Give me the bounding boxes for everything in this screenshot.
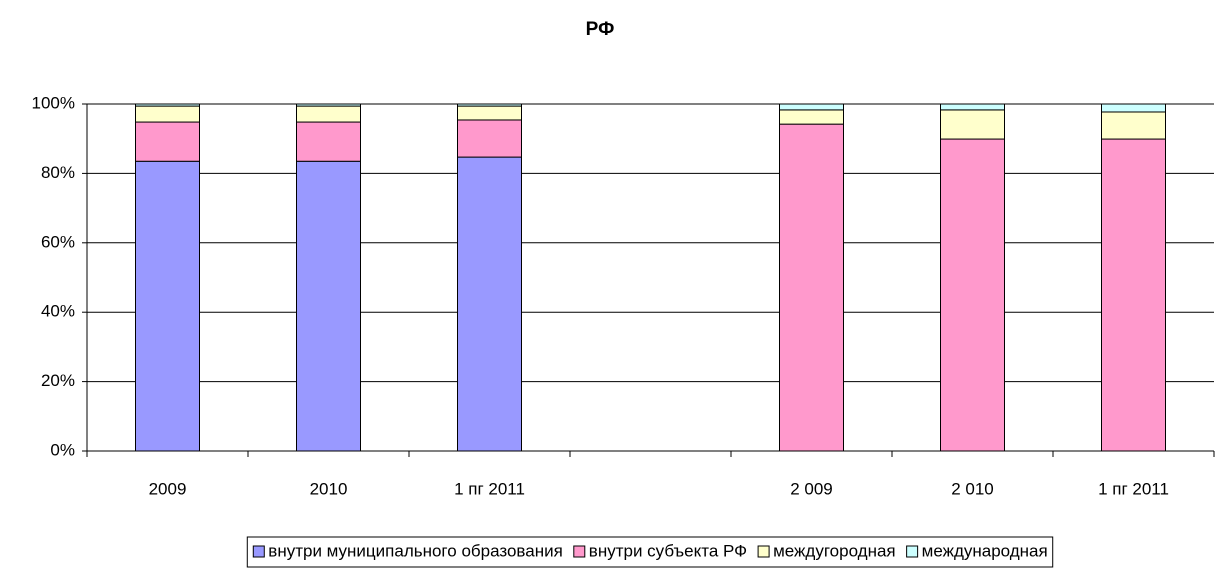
bar-segment bbox=[779, 123, 844, 452]
bar-segment bbox=[296, 121, 361, 162]
x-tick-label: 2009 bbox=[149, 479, 187, 498]
bar-segment bbox=[457, 156, 522, 452]
y-tick-label: 40% bbox=[41, 302, 75, 321]
bar-segment bbox=[135, 160, 200, 452]
bar-segment bbox=[940, 138, 1005, 452]
bar-segment bbox=[1101, 103, 1166, 113]
bar-segment bbox=[779, 103, 844, 111]
legend-swatch bbox=[573, 545, 586, 558]
legend-label: международная bbox=[922, 541, 1048, 560]
x-tick-label: 1 пг 2011 bbox=[1098, 479, 1169, 498]
y-tick-label: 100% bbox=[32, 93, 75, 112]
bar-segment bbox=[135, 121, 200, 162]
x-tick-label: 2010 bbox=[310, 479, 348, 498]
bar-segment bbox=[1101, 138, 1166, 452]
y-tick-label: 80% bbox=[41, 163, 75, 182]
y-tick-label: 20% bbox=[41, 371, 75, 390]
bar-segment bbox=[296, 103, 361, 107]
legend-label: внутри субъекта РФ bbox=[589, 541, 747, 560]
y-tick-label: 0% bbox=[50, 440, 75, 459]
legend-swatch bbox=[252, 545, 265, 558]
x-tick-label: 2 010 bbox=[951, 479, 994, 498]
bar-segment bbox=[940, 109, 1005, 140]
bar-segment bbox=[940, 103, 1005, 111]
x-tick-label: 2 009 bbox=[790, 479, 833, 498]
bar-segment bbox=[296, 160, 361, 452]
bar-segment bbox=[457, 103, 522, 107]
legend-swatch bbox=[757, 545, 770, 558]
bar-segment bbox=[135, 105, 200, 123]
legend bbox=[246, 536, 1054, 568]
bar-segment bbox=[135, 103, 200, 107]
y-tick-label: 60% bbox=[41, 232, 75, 251]
legend-label: внутри муниципального образования bbox=[268, 541, 563, 560]
chart-title: РФ bbox=[586, 19, 615, 40]
x-tick-label: 1 пг 2011 bbox=[454, 479, 525, 498]
legend-swatch bbox=[906, 545, 919, 558]
bar-segment bbox=[1101, 111, 1166, 140]
bar-segment bbox=[457, 119, 522, 158]
bar-segment bbox=[779, 109, 844, 125]
bar-segment bbox=[457, 105, 522, 121]
bar-segment bbox=[296, 105, 361, 123]
legend-label: междугородная bbox=[773, 541, 896, 560]
